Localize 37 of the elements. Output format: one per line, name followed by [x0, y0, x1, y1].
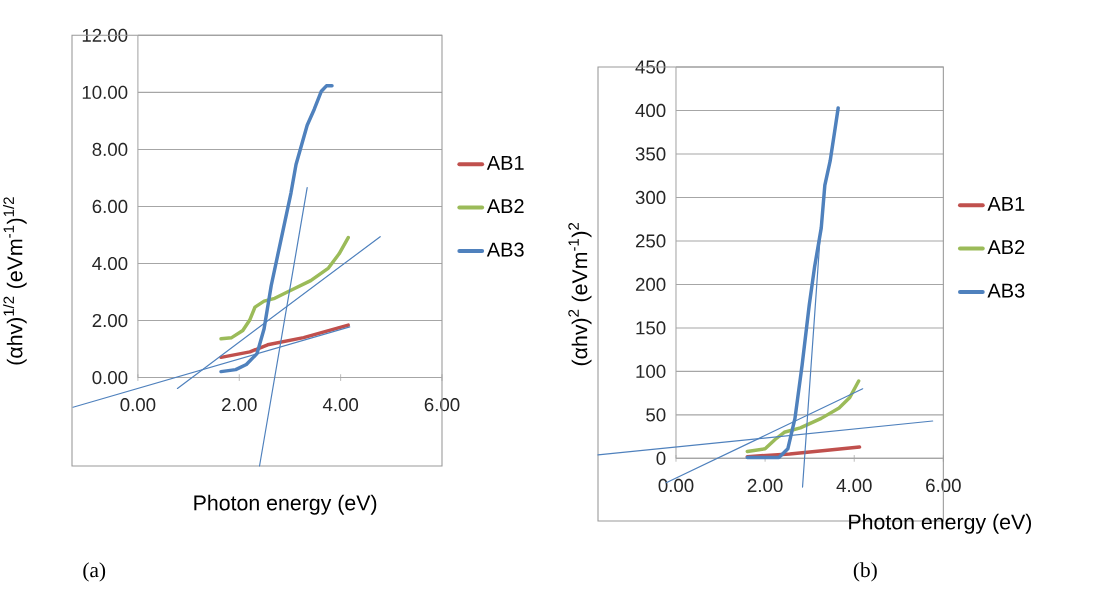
x-tick-label: 2.00	[747, 478, 783, 493]
legend-label: AB1	[486, 155, 524, 170]
y-tick-label: 6.00	[92, 199, 128, 214]
x-tick-label: 0.00	[658, 478, 694, 493]
y-tick-label: 2.00	[92, 313, 128, 328]
y-tick-label: 450	[635, 60, 666, 74]
x-axis-title: Photon energy (eV)	[194, 494, 377, 515]
y-tick-label: 300	[635, 190, 666, 205]
y-tick-label: 100	[636, 364, 666, 379]
y-tick-label: 12.00	[82, 28, 128, 42]
y-axis-title: (αhv)$^{2}$ (eVm$^{-1}$)$^{2}$	[568, 222, 592, 366]
y-axis-title: (αhv)$^{1/2}$ (eVm$^{-1}$)$^{1/2}$	[3, 197, 27, 365]
y-tick-label: 200	[635, 277, 666, 292]
legend-label: AB2	[987, 240, 1025, 255]
y-tick-label: 0	[656, 451, 666, 465]
legend-label: AB3	[987, 283, 1025, 298]
y-tick-label: 8.00	[92, 142, 128, 157]
x-tick-label: 2.00	[222, 398, 257, 412]
legend-label: AB2	[486, 199, 524, 214]
text: (b)	[853, 562, 877, 582]
x-tick-label: 6.00	[926, 478, 961, 493]
legend-label: AB1	[987, 196, 1025, 211]
x-tick-label: 6.00	[424, 398, 460, 412]
x-tick-label: 4.00	[836, 478, 872, 493]
y-tick-label: 10.00	[82, 85, 128, 99]
y-tick-label: 0.00	[92, 370, 128, 385]
text: (a)	[83, 562, 106, 582]
x-axis-title: Photon energy (eV)	[849, 513, 1032, 534]
x-tick-label: 0.00	[120, 398, 156, 412]
y-tick-label: 50	[646, 408, 666, 422]
legend-label: AB3	[486, 242, 524, 257]
y-tick-label: 350	[635, 147, 666, 161]
y-tick-label: 150	[636, 321, 666, 335]
y-tick-label: 400	[635, 103, 666, 118]
x-tick-label: 4.00	[322, 398, 359, 412]
y-tick-label: 4.00	[92, 256, 128, 271]
y-tick-label: 250	[635, 234, 666, 248]
